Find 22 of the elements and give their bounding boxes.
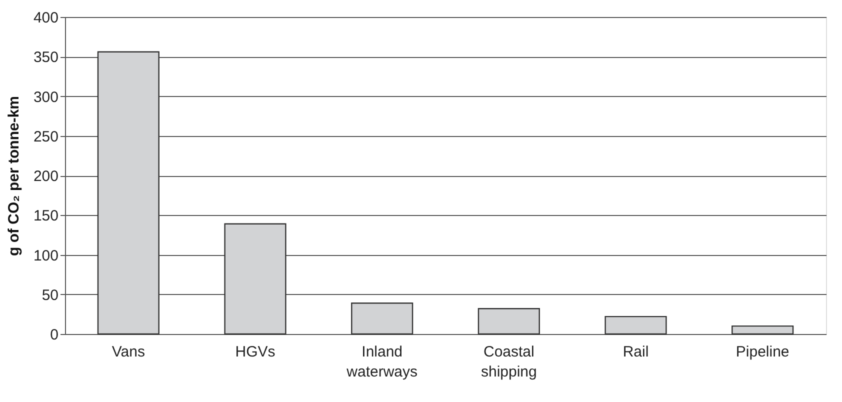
x-tick-label: Pipeline (736, 344, 790, 360)
y-tick-label: 0 (50, 326, 58, 344)
y-tick-label: 400 (33, 10, 58, 26)
y-tick-label: 100 (33, 247, 58, 264)
y-tick-label: 300 (33, 88, 58, 106)
bar (224, 223, 286, 335)
y-tick-label: 250 (33, 128, 58, 146)
y-tick-label: 350 (33, 49, 58, 66)
y-tick-label: 50 (42, 286, 58, 304)
bar (604, 316, 667, 335)
bar (478, 308, 540, 335)
bar (97, 51, 160, 335)
y-axis-title: g of CO₂ per tonne-km (5, 96, 22, 256)
y-tick-label: 200 (33, 168, 58, 185)
x-tick-label: HGVs (235, 344, 276, 360)
x-tick-label: Rail (622, 344, 649, 360)
bar (351, 302, 414, 335)
x-tick-label: Coastal shipping (480, 344, 537, 380)
y-tick-label: 150 (33, 208, 58, 225)
x-tick-label: Vans (112, 344, 145, 360)
x-tick-label: Inland waterways (346, 344, 418, 380)
bar (732, 325, 794, 335)
